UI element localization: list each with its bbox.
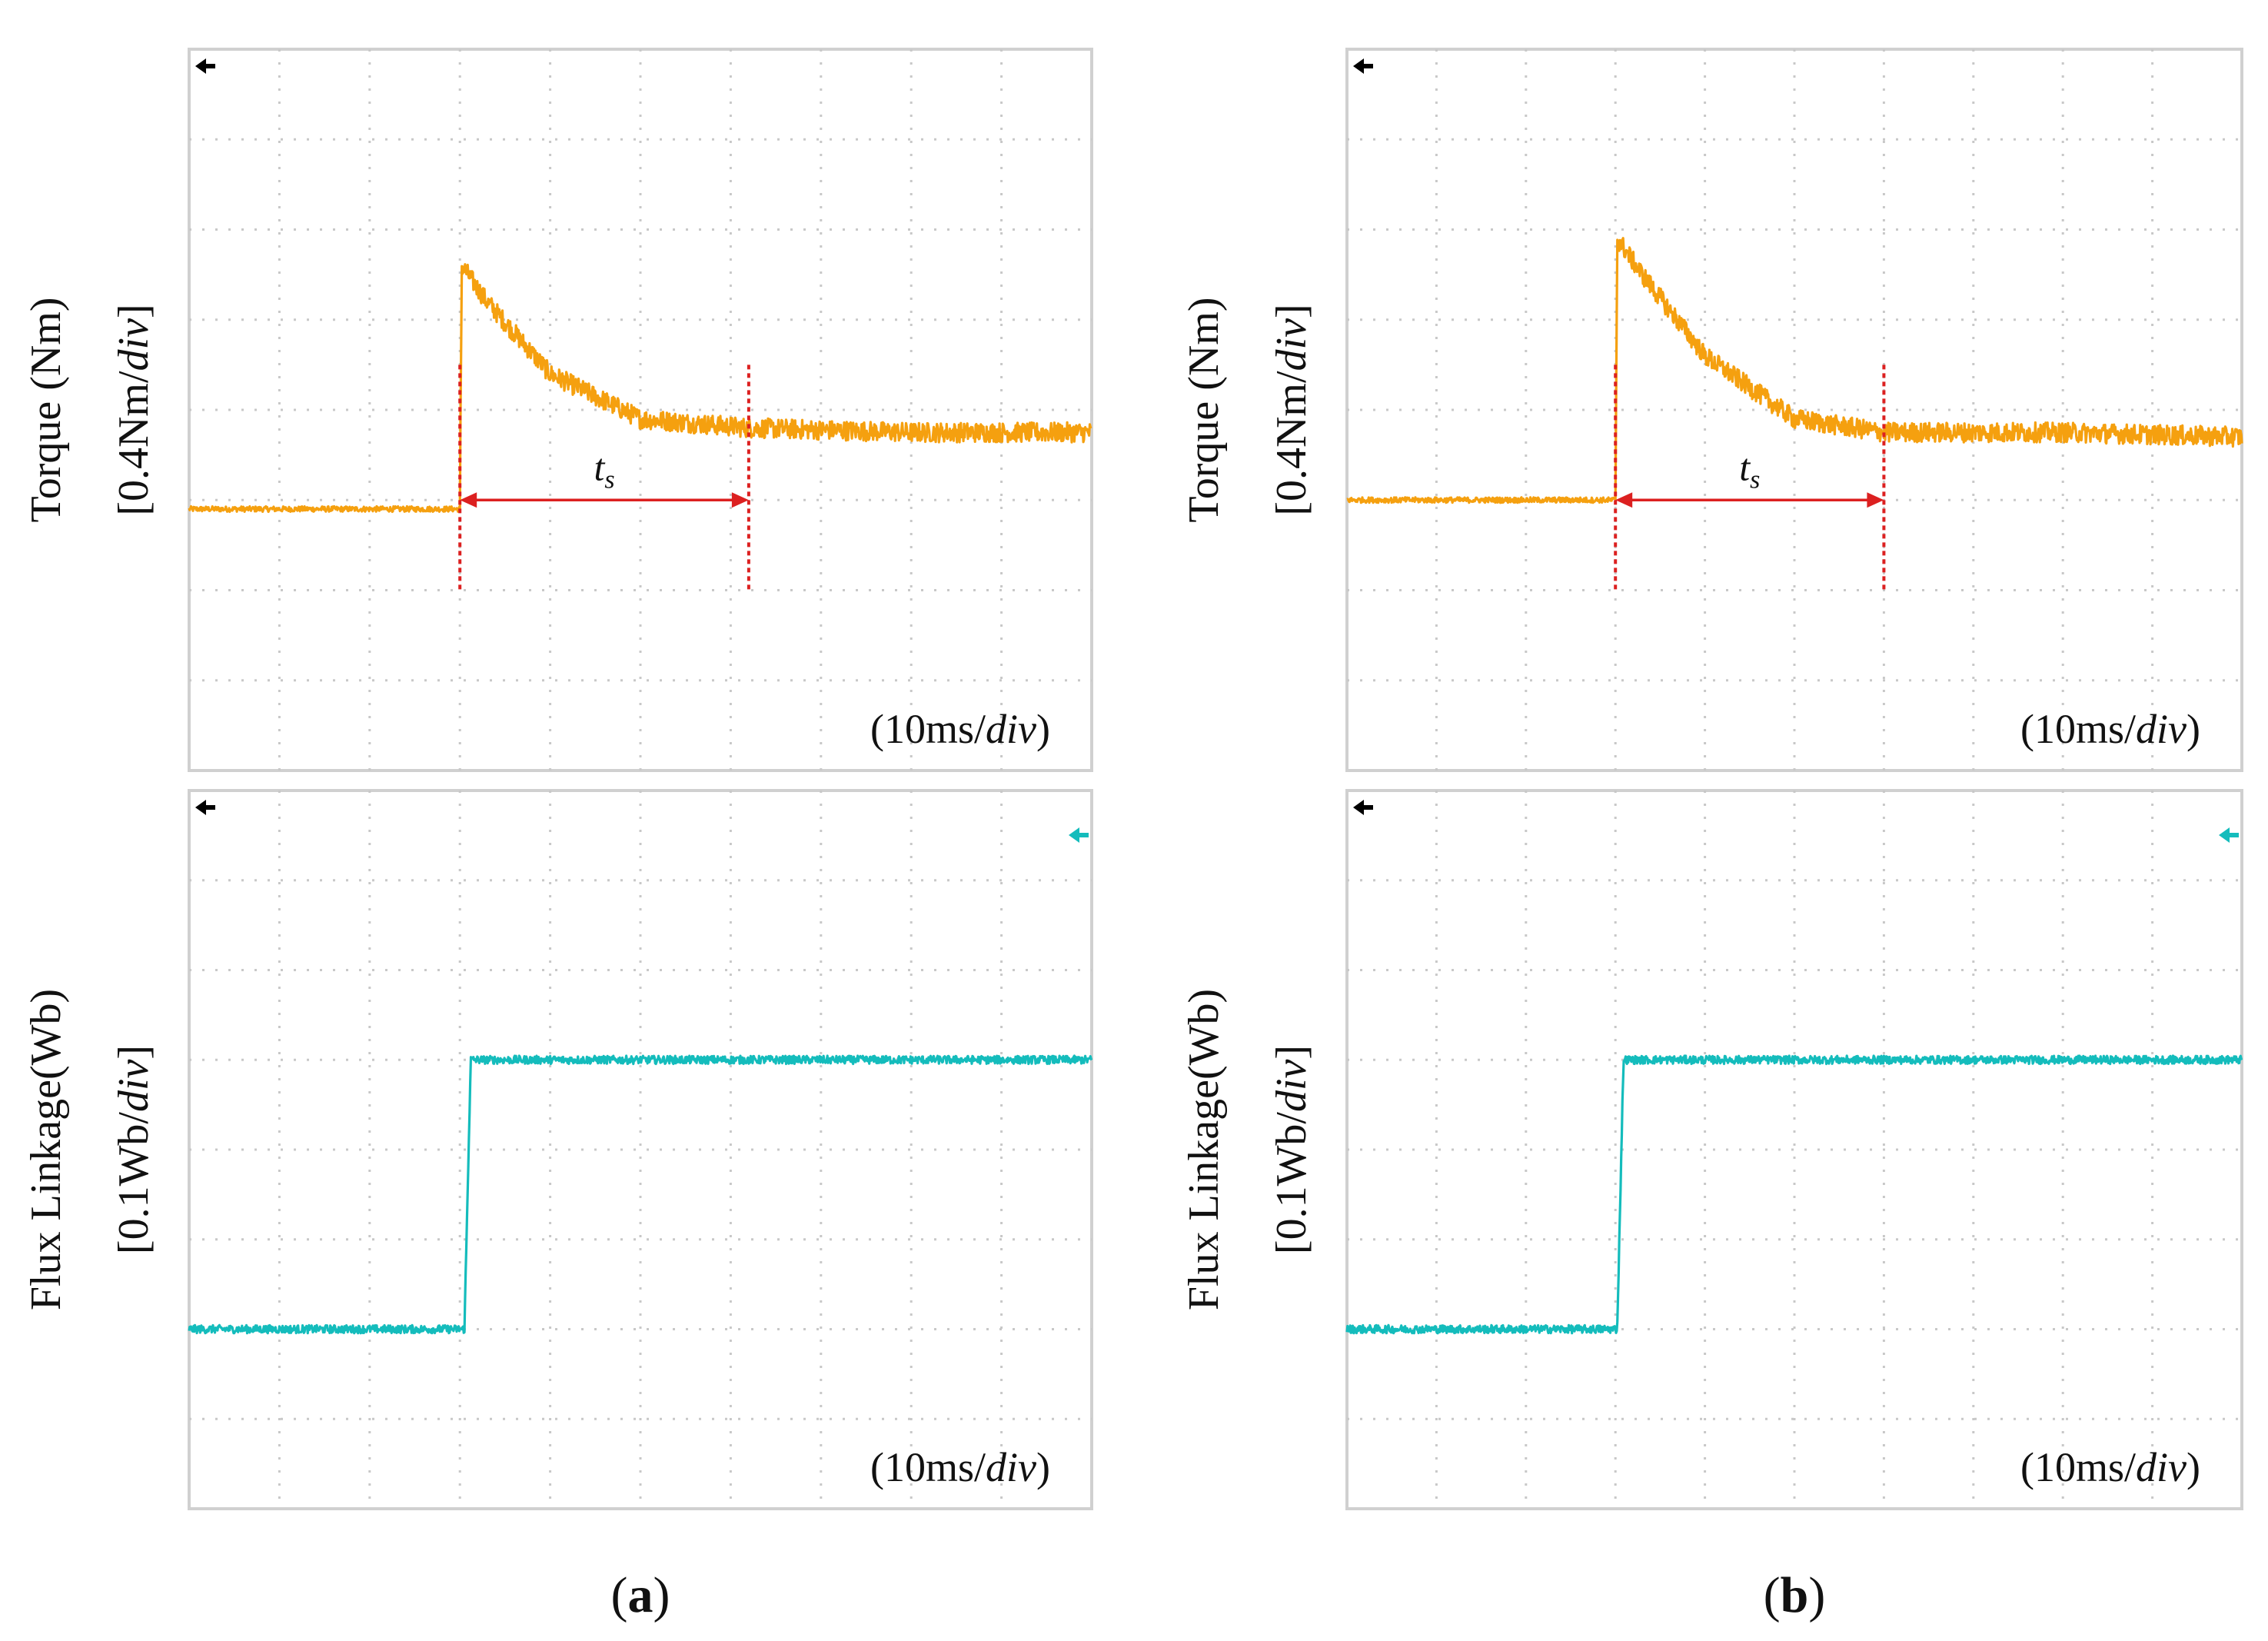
time-per-division-label: (10ms/div): [2020, 706, 2200, 752]
grid-lines: [189, 791, 1092, 1509]
ref-arrow-icon: [1353, 800, 1373, 815]
torque-scope-panel: ts (10ms/div) Torque (Nm) [0.4Nm/div]: [1180, 48, 2243, 772]
panel-caption: (b): [1764, 1567, 1826, 1623]
flux-scope-panel: (10ms/div) Flux Linkage(Wb) [0.1Wb/div]: [22, 789, 1093, 1510]
torque-trace-line: [188, 263, 1092, 514]
scope-frame: [1345, 48, 2243, 772]
ts-label: ts: [1739, 445, 1760, 494]
y-axis-quantity-label: Flux Linkage(Wb): [1180, 989, 1228, 1310]
y-axis-quantity-label: Torque (Nm): [22, 297, 70, 522]
ts-arrowhead-left: [1615, 492, 1633, 508]
trigger-arrow-icon: [1069, 827, 1089, 843]
flux-trace-line: [188, 1054, 1093, 1335]
ref-arrow-icon: [1353, 58, 1373, 74]
torque-trace-line: [1346, 237, 2243, 504]
ts-arrowhead-right: [731, 492, 749, 508]
y-axis-scale-label: [0.4Nm/div]: [110, 304, 158, 515]
time-per-division-label: (10ms/div): [870, 706, 1050, 752]
time-per-division-label: (10ms/div): [2020, 1444, 2200, 1490]
ts-label: ts: [594, 445, 614, 494]
ref-arrow-icon: [195, 800, 215, 815]
y-axis-scale-label: [0.1Wb/div]: [110, 1045, 158, 1254]
scope-frame: [188, 789, 1093, 1510]
y-axis-scale-label: [0.1Wb/div]: [1268, 1045, 1315, 1254]
y-axis-scale-label: [0.4Nm/div]: [1268, 304, 1315, 515]
time-per-division-label: (10ms/div): [870, 1444, 1050, 1490]
flux-trace-line: [1345, 1054, 2243, 1335]
y-axis-quantity-label: Torque (Nm): [1180, 297, 1228, 522]
scope-frame: [188, 48, 1093, 772]
ts-arrowhead-left: [460, 492, 477, 508]
ts-arrowhead-right: [1867, 492, 1884, 508]
y-axis-quantity-label: Flux Linkage(Wb): [22, 989, 70, 1310]
scope-frame: [1345, 789, 2243, 1510]
ref-arrow-icon: [195, 58, 215, 74]
torque-scope-panel: ts (10ms/div) Torque (Nm) [0.4Nm/div]: [22, 48, 1093, 772]
flux-scope-panel: (10ms/div) Flux Linkage(Wb) [0.1Wb/div]: [1180, 789, 2243, 1510]
panel-caption: (a): [611, 1567, 670, 1623]
trigger-arrow-icon: [2219, 827, 2239, 843]
grid-lines: [1347, 49, 2242, 771]
